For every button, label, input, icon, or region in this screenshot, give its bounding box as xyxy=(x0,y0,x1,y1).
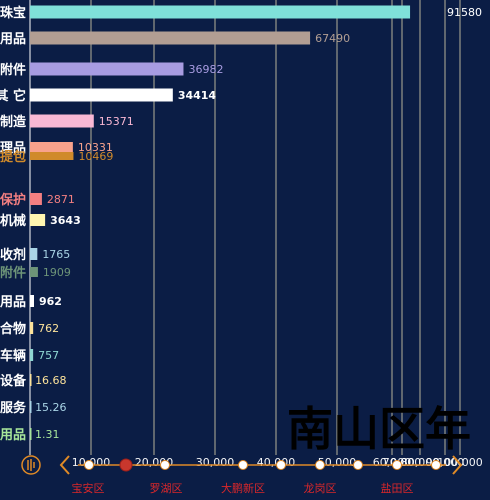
timeline-dot-7[interactable] xyxy=(353,460,363,470)
x-tick-label-4: 40,000 xyxy=(257,456,296,469)
bar-1[interactable] xyxy=(30,5,411,19)
category-label-9: 机械 xyxy=(0,213,26,229)
value-label-4: 34414 xyxy=(178,89,217,102)
timeline-dot-active[interactable] xyxy=(119,458,133,472)
bar-16[interactable] xyxy=(30,401,32,413)
timeline-label-3[interactable]: 大鹏新区 xyxy=(221,481,265,495)
timeline-prev-button[interactable] xyxy=(59,455,70,475)
x-tick-label-3: 30,000 xyxy=(196,456,235,469)
timeline-play-button[interactable] xyxy=(21,455,41,475)
category-label-12: 用品 xyxy=(0,295,26,310)
value-label-8: 2871 xyxy=(47,193,75,206)
timeline-label-5[interactable]: 盐田区 xyxy=(381,482,414,495)
category-label-15: 设备 xyxy=(0,373,27,389)
category-label-3: 附件 xyxy=(0,62,26,78)
value-label-7: 10469 xyxy=(78,150,113,163)
category-label-17: 用品 xyxy=(0,428,26,443)
value-label-10: 1765 xyxy=(42,248,70,261)
bar-7[interactable] xyxy=(30,152,74,160)
category-label-10: 收剂 xyxy=(0,247,26,263)
timeline-dot-1[interactable] xyxy=(84,460,94,470)
bar-10[interactable] xyxy=(30,248,38,260)
timeline-dot-8[interactable] xyxy=(392,460,402,470)
value-label-2: 67490 xyxy=(315,32,350,45)
play-icon xyxy=(27,459,35,471)
value-label-3: 36982 xyxy=(188,63,223,76)
bar-3[interactable] xyxy=(30,62,184,76)
category-label-11: 附件 xyxy=(0,265,26,281)
bar-6[interactable] xyxy=(30,142,73,152)
bar-13[interactable] xyxy=(30,322,34,334)
category-label-16: 服务 xyxy=(0,400,27,416)
category-label-2: 用品 xyxy=(0,32,26,47)
category-label-14: 车辆 xyxy=(0,348,26,364)
category-label-5: 制造 xyxy=(0,114,27,130)
category-label-8: 保护 xyxy=(0,192,26,208)
timeline-next-button[interactable] xyxy=(452,455,463,475)
bar-5[interactable] xyxy=(30,114,94,128)
category-label-13: 合物 xyxy=(0,321,26,337)
value-label-16: 15.26 xyxy=(35,401,66,414)
timeline-label-1[interactable]: 宝安区 xyxy=(72,481,105,495)
bar-15[interactable] xyxy=(30,374,32,386)
timeline-label-4[interactable]: 龙岗区 xyxy=(304,482,337,495)
bar-17[interactable] xyxy=(30,428,32,440)
timeline-label-2[interactable]: 罗湖区 xyxy=(150,482,183,495)
value-label-11: 1909 xyxy=(43,266,71,279)
value-label-9: 3643 xyxy=(50,214,81,227)
category-label-4: 其 它 xyxy=(0,88,26,104)
bar-14[interactable] xyxy=(30,349,34,361)
value-label-1: 91580 xyxy=(447,6,482,19)
timeline-dot-4[interactable] xyxy=(238,460,248,470)
value-label-6: 10331 xyxy=(78,141,113,154)
timeline-dot-5[interactable] xyxy=(276,460,286,470)
timeline-dot-9[interactable] xyxy=(431,460,441,470)
bar-12[interactable] xyxy=(30,295,34,307)
value-label-13: 762 xyxy=(38,322,59,335)
bar-9[interactable] xyxy=(30,214,46,226)
bar-4[interactable] xyxy=(30,88,173,102)
category-label-6: 理品 xyxy=(0,141,26,156)
watermark-text: 南山区年 xyxy=(287,402,471,456)
value-label-12: 962 xyxy=(39,295,62,308)
bar-2[interactable] xyxy=(30,31,311,45)
value-label-17: 1.31 xyxy=(35,428,60,441)
timeline-dot-6[interactable] xyxy=(315,460,325,470)
value-label-5: 15371 xyxy=(99,115,134,128)
value-label-14: 757 xyxy=(38,349,59,362)
category-label-7: 提包 xyxy=(0,149,26,165)
category-label-1: 珠宝 xyxy=(0,5,26,21)
bar-11[interactable] xyxy=(30,267,38,277)
value-label-15: 16.68 xyxy=(35,374,67,387)
bar-8[interactable] xyxy=(30,193,42,205)
timeline-dot-3[interactable] xyxy=(160,460,170,470)
